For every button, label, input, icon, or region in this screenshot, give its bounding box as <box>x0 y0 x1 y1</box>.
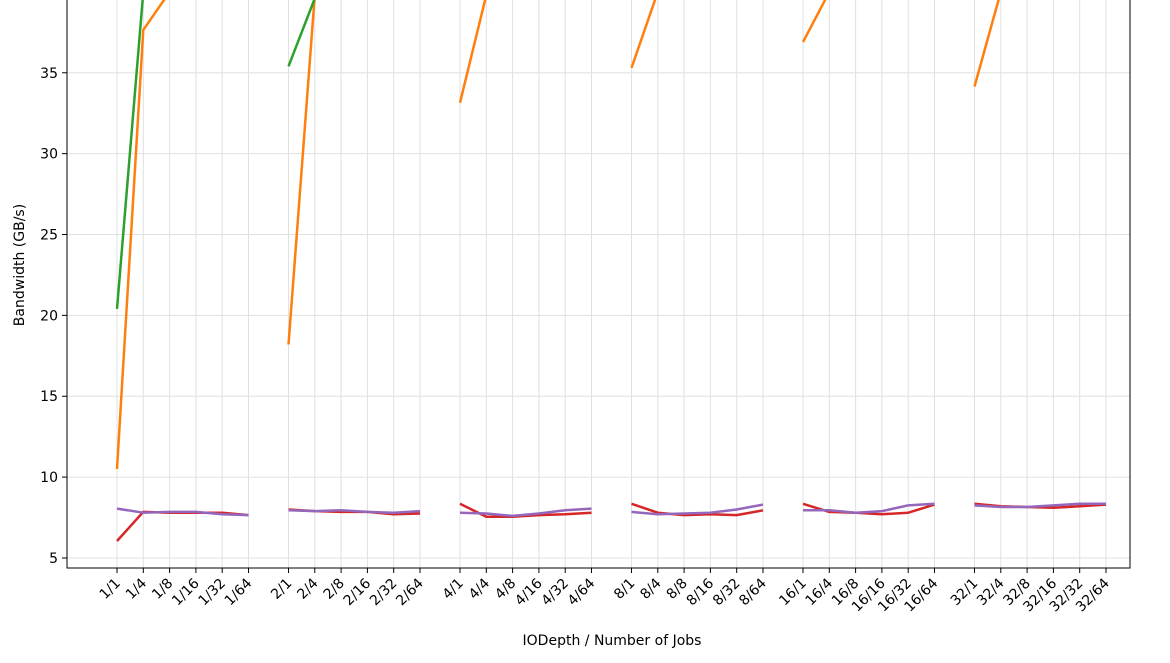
x-tick-label: 8/64 <box>736 575 770 609</box>
x-tick-label: 1/1 <box>97 576 124 603</box>
y-tick-label: 35 <box>40 66 58 82</box>
y-axis-label: Bandwidth (GB/s) <box>12 204 28 326</box>
x-tick-label: 1/32 <box>195 576 229 610</box>
x-tick-label: 4/4 <box>466 575 493 602</box>
x-tick-label: 32/4 <box>974 575 1008 609</box>
x-tick-label: 8/16 <box>684 575 718 609</box>
x-tick-label: 8/4 <box>637 575 664 602</box>
x-tick-label: 4/1 <box>440 576 467 603</box>
x-tick-label: 32/1 <box>948 576 982 610</box>
x-tick-label: 4/64 <box>565 575 599 609</box>
x-tick-label: 16/1 <box>776 576 810 610</box>
y-tick-label: 5 <box>49 551 58 567</box>
x-tick-label: 1/64 <box>222 575 256 609</box>
x-tick-label: 1/4 <box>123 575 150 602</box>
x-tick-label: 8/32 <box>710 576 744 610</box>
grid <box>67 0 1130 568</box>
x-tick-label: 4/32 <box>538 576 572 610</box>
x-tick-label: 2/4 <box>294 575 321 602</box>
x-axis-label: IODepth / Number of Jobs <box>523 633 702 649</box>
x-tick-label: 4/16 <box>512 575 546 609</box>
series-line <box>115 0 316 310</box>
lines <box>115 0 1107 542</box>
y-tick-label: 10 <box>40 470 58 486</box>
x-tick-label: 1/16 <box>169 575 203 609</box>
x-tick-label: 2/32 <box>367 576 401 610</box>
y-tick-label: 30 <box>40 147 58 163</box>
x-tick-label: 2/64 <box>393 575 427 609</box>
series-line <box>116 502 1106 518</box>
y-tick-label: 25 <box>40 228 58 244</box>
x-tick-label: 8/1 <box>611 576 638 603</box>
x-tick-label: 16/4 <box>803 575 837 609</box>
y-tick-label: 20 <box>40 308 58 324</box>
series-line <box>116 502 1107 542</box>
axis-frame <box>66 0 1131 569</box>
y-tick-label: 15 <box>40 389 58 405</box>
x-tick-label: 2/16 <box>341 575 375 609</box>
x-tick-label: 2/1 <box>268 576 295 603</box>
